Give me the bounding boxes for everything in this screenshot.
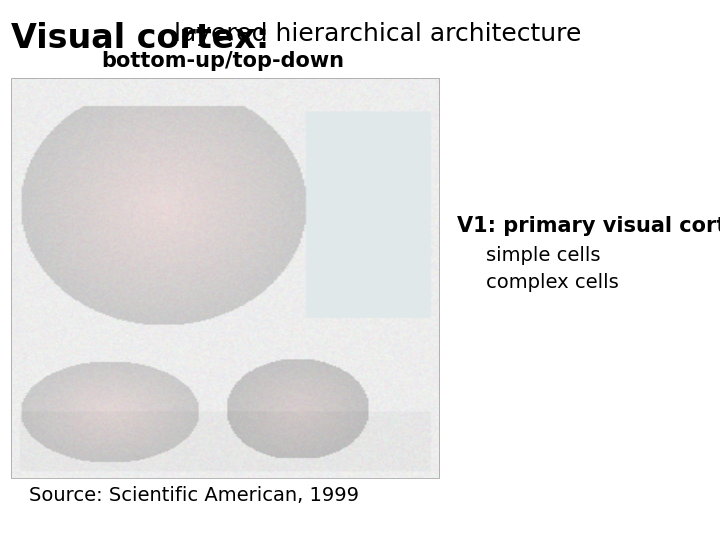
Text: layered hierarchical architecture: layered hierarchical architecture (166, 22, 581, 45)
Text: Visual cortex:: Visual cortex: (11, 22, 269, 55)
Text: complex cells: complex cells (486, 273, 618, 292)
Text: simple cells: simple cells (486, 246, 600, 265)
Text: Source: Scientific American, 1999: Source: Scientific American, 1999 (29, 486, 359, 505)
Text: bottom-up/top-down: bottom-up/top-down (102, 51, 345, 71)
Text: V1: primary visual cortex: V1: primary visual cortex (457, 216, 720, 236)
